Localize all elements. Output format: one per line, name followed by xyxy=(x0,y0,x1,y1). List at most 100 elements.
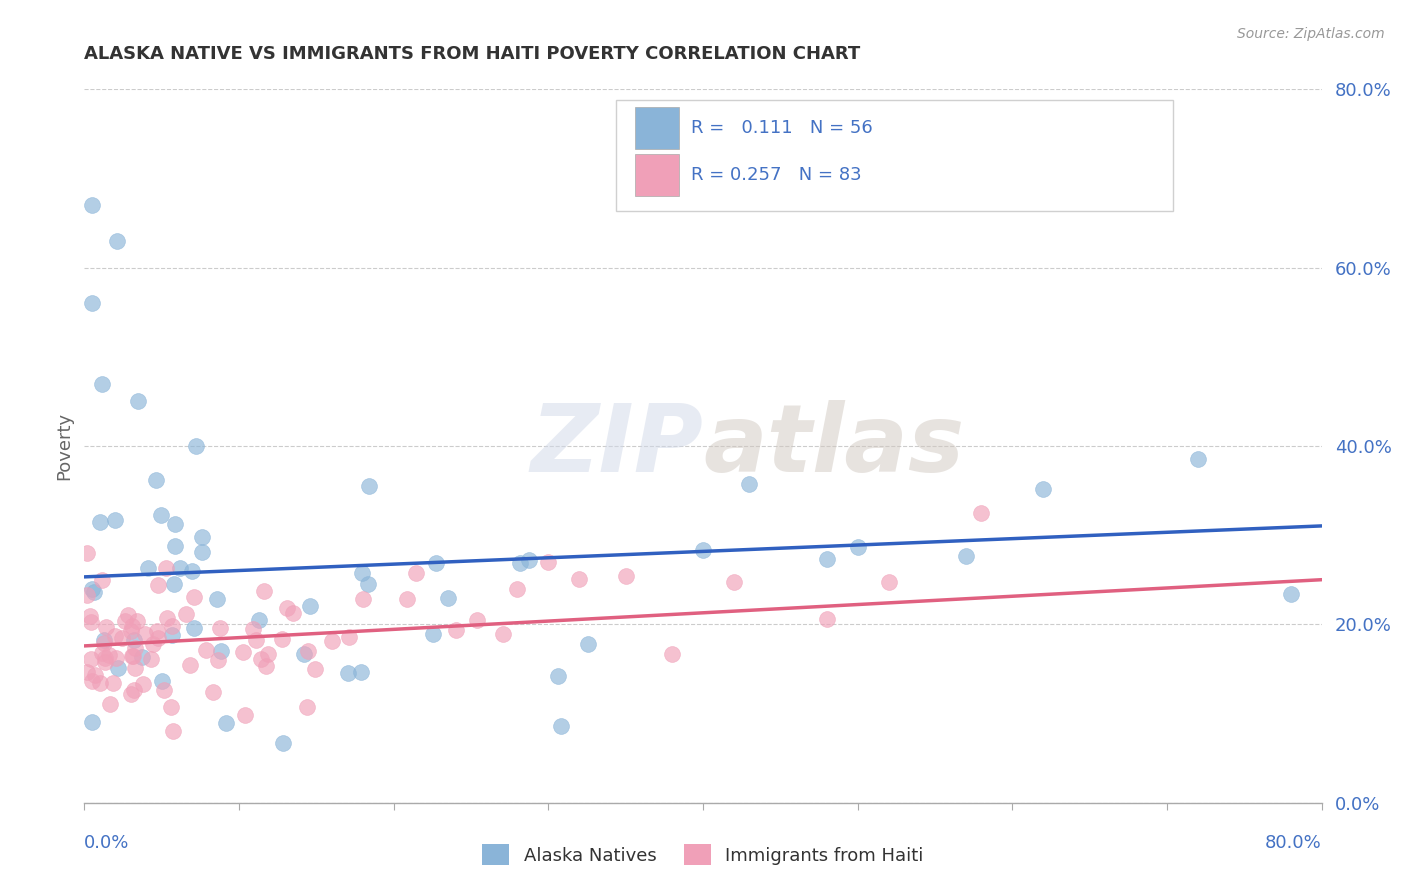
Y-axis label: Poverty: Poverty xyxy=(55,412,73,480)
Point xyxy=(425,556,447,570)
Point xyxy=(465,613,488,627)
Point xyxy=(180,564,202,578)
Point xyxy=(336,665,359,680)
Point xyxy=(84,668,107,682)
Point xyxy=(568,572,591,586)
Point xyxy=(350,566,373,580)
Point xyxy=(163,576,186,591)
Point xyxy=(295,700,318,714)
Point xyxy=(321,634,343,648)
Point xyxy=(146,624,169,638)
Point xyxy=(1187,452,1209,467)
Point xyxy=(304,662,326,676)
Point xyxy=(82,673,104,688)
Point xyxy=(506,582,529,596)
Point xyxy=(174,607,197,621)
Point xyxy=(661,648,683,662)
Point xyxy=(82,198,104,212)
Point xyxy=(94,620,117,634)
Point xyxy=(723,574,745,589)
Point xyxy=(276,600,298,615)
Point xyxy=(79,615,101,629)
Point xyxy=(93,655,115,669)
Point xyxy=(214,716,236,731)
Point xyxy=(179,658,201,673)
Point xyxy=(242,622,264,636)
Point xyxy=(82,296,104,310)
Point xyxy=(124,641,146,656)
Point xyxy=(93,636,115,650)
Point xyxy=(111,632,134,646)
FancyBboxPatch shape xyxy=(636,107,679,149)
Point xyxy=(160,619,183,633)
Point xyxy=(183,621,205,635)
Point xyxy=(100,697,122,711)
Point xyxy=(124,683,146,698)
Point xyxy=(245,633,267,648)
Point xyxy=(537,555,560,569)
Point xyxy=(250,652,273,666)
Point xyxy=(273,736,295,750)
Point xyxy=(232,645,254,659)
Point xyxy=(195,642,218,657)
Point xyxy=(846,540,869,554)
Point xyxy=(422,626,444,640)
Point xyxy=(207,653,229,667)
Point xyxy=(1032,482,1054,496)
Point xyxy=(253,584,276,599)
Point xyxy=(139,652,162,666)
Point xyxy=(79,609,101,624)
Point xyxy=(134,627,156,641)
Point xyxy=(970,506,993,520)
Point xyxy=(82,582,104,596)
Point xyxy=(162,723,184,738)
Point xyxy=(105,651,128,665)
Point xyxy=(117,608,139,623)
Point xyxy=(120,624,142,638)
Text: R =   0.111   N = 56: R = 0.111 N = 56 xyxy=(690,120,872,137)
Point xyxy=(163,516,186,531)
Point xyxy=(738,477,761,491)
Point xyxy=(247,613,270,627)
Point xyxy=(815,612,838,626)
Legend: Alaska Natives, Immigrants from Haiti: Alaska Natives, Immigrants from Haiti xyxy=(475,837,931,872)
Point xyxy=(91,646,114,660)
Text: ALASKA NATIVE VS IMMIGRANTS FROM HAITI POVERTY CORRELATION CHART: ALASKA NATIVE VS IMMIGRANTS FROM HAITI P… xyxy=(84,45,860,62)
Point xyxy=(492,627,515,641)
Point xyxy=(91,574,114,588)
Point xyxy=(1279,587,1302,601)
Point xyxy=(955,549,977,564)
Point xyxy=(209,643,232,657)
Text: Source: ZipAtlas.com: Source: ZipAtlas.com xyxy=(1237,27,1385,41)
Point xyxy=(271,632,294,647)
Point xyxy=(183,590,205,604)
Point xyxy=(165,539,187,553)
Point xyxy=(155,561,177,575)
Point xyxy=(550,719,572,733)
Point xyxy=(76,588,98,602)
Point xyxy=(104,629,127,643)
Text: R = 0.257   N = 83: R = 0.257 N = 83 xyxy=(690,166,862,184)
Point xyxy=(105,234,128,248)
Text: atlas: atlas xyxy=(703,400,965,492)
Point xyxy=(357,577,380,591)
Text: ZIP: ZIP xyxy=(530,400,703,492)
Point xyxy=(446,624,468,638)
Text: 80.0%: 80.0% xyxy=(1265,834,1322,852)
Point xyxy=(208,621,231,635)
Point xyxy=(121,619,143,633)
Point xyxy=(146,578,169,592)
Point xyxy=(122,648,145,663)
Point xyxy=(131,650,153,665)
Point xyxy=(97,648,120,662)
Point xyxy=(547,668,569,682)
Point xyxy=(76,546,98,560)
Point xyxy=(89,515,111,529)
Point xyxy=(281,606,304,620)
Point xyxy=(76,665,98,679)
Point xyxy=(83,584,105,599)
Point xyxy=(142,637,165,651)
Point xyxy=(350,665,373,679)
Point xyxy=(136,561,159,575)
Point xyxy=(93,633,115,648)
